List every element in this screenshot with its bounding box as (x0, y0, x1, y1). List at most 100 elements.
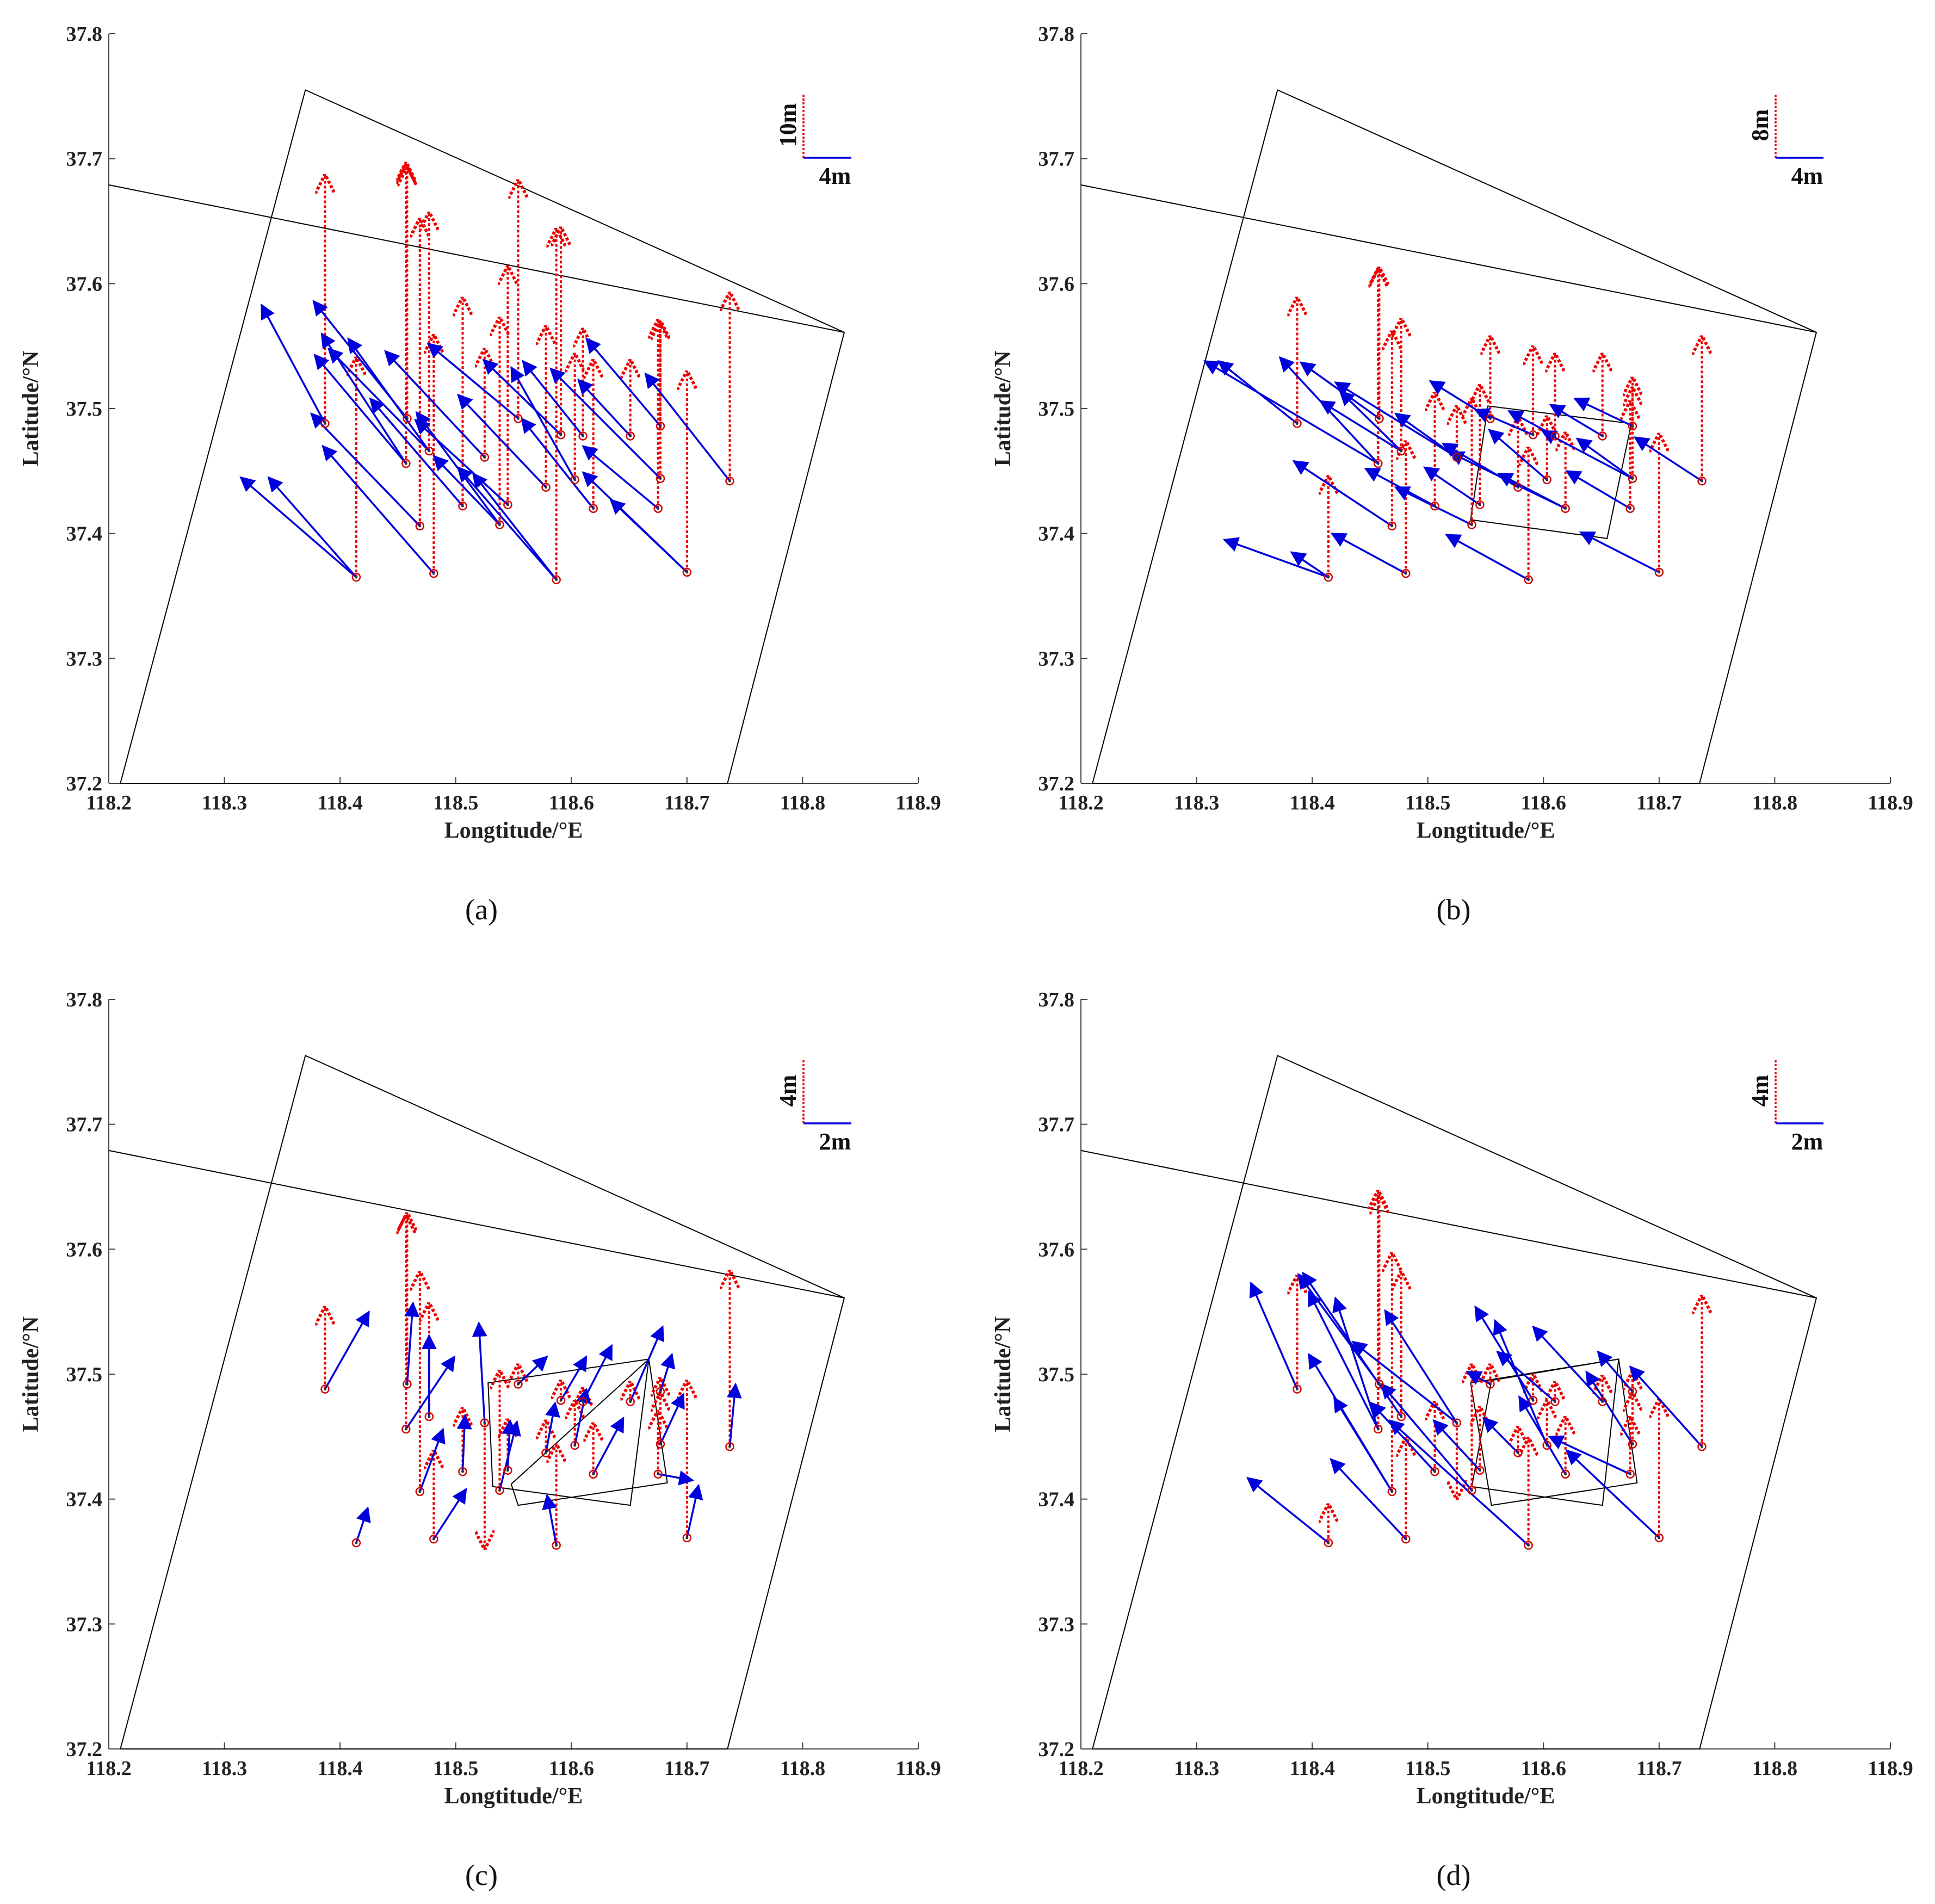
x-tick-label: 118.2 (1058, 792, 1103, 814)
panel-caption: (d) (1437, 1859, 1471, 1891)
station-dot (1631, 1390, 1634, 1393)
station-marker (626, 431, 635, 441)
station-dot (659, 1390, 662, 1393)
y-tick-label: 37.4 (66, 523, 103, 546)
station-dot (1455, 456, 1458, 459)
fault-plane-outline (1470, 405, 1633, 539)
horizontal-displacement-arrow (405, 1355, 456, 1430)
station-dot (1489, 417, 1492, 420)
horizontal-displacement-arrow (658, 1470, 695, 1486)
y-axis-title: Latitude/°N (18, 1316, 44, 1432)
station-dot (428, 449, 431, 453)
horizontal-displacement-arrow (1302, 1271, 1402, 1418)
station-dot (1433, 504, 1436, 508)
x-tick-label: 118.4 (317, 792, 362, 814)
station-dot (1470, 1489, 1473, 1492)
station-dot (1554, 1400, 1557, 1404)
station-marker (1628, 1439, 1637, 1449)
horizontal-displacement-arrow (686, 1483, 703, 1538)
station-marker (1524, 1541, 1533, 1550)
station-marker (1628, 1387, 1637, 1396)
horizontal-displacement-arrow (414, 418, 509, 506)
station-dot (555, 1544, 558, 1547)
station-marker (401, 1424, 411, 1434)
station-marker (656, 1387, 665, 1396)
station-dot (1631, 477, 1634, 480)
horizontal-displacement-arrow (1290, 551, 1329, 578)
horizontal-displacement-arrow (585, 337, 662, 427)
station-marker (1550, 1397, 1560, 1406)
y-tick-label: 37.2 (66, 772, 103, 795)
station-dot (592, 507, 595, 510)
station-dot (1564, 1473, 1567, 1476)
y-axis-title: Latitude/°N (18, 351, 44, 467)
station-dot (506, 1469, 509, 1472)
horizontal-displacement-arrow (472, 472, 558, 580)
station-marker (1293, 1384, 1302, 1394)
station-marker (1324, 572, 1333, 582)
station-dot (1701, 479, 1704, 483)
station-dot (1478, 1469, 1481, 1472)
boundary-line (1080, 184, 1817, 333)
station-marker (1542, 475, 1551, 485)
horizontal-displacement-arrow (1448, 451, 1566, 510)
station-marker (556, 1395, 566, 1405)
x-tick-label: 118.3 (1174, 1757, 1219, 1780)
station-marker (1697, 476, 1707, 486)
y-axis-title: Latitude/°N (991, 1316, 1016, 1432)
footprint-outline (119, 1054, 845, 1750)
footprint-outline (1091, 1054, 1817, 1750)
station-dot (428, 1415, 431, 1418)
station-marker (656, 421, 665, 431)
station-dot (659, 1443, 662, 1446)
station-dot (1564, 507, 1567, 510)
horizontal-displacement-arrow (355, 1506, 371, 1543)
station-dot (1390, 1490, 1394, 1493)
station-marker (626, 1397, 635, 1406)
y-tick-label: 37.6 (1038, 273, 1075, 295)
x-tick-label: 118.9 (1868, 792, 1913, 814)
horizontal-displacement-arrow (545, 1401, 560, 1454)
station-marker (514, 414, 523, 423)
horizontal-displacement-arrow (1299, 361, 1380, 419)
station-dot (1376, 462, 1380, 465)
panel-caption: (c) (465, 1859, 498, 1891)
station-marker (578, 431, 588, 441)
station-marker (1401, 1534, 1411, 1544)
x-tick-label: 118.7 (1636, 792, 1681, 814)
horizontal-displacement-arrow (457, 393, 547, 488)
horizontal-displacement-arrow (502, 1419, 517, 1470)
horizontal-displacement-arrow (1370, 1401, 1436, 1473)
y-tick-label: 37.5 (1038, 1363, 1075, 1386)
station-dot (461, 1470, 464, 1473)
horizontal-displacement-arrow (1532, 1325, 1603, 1402)
station-dot (506, 503, 509, 506)
station-marker (401, 459, 411, 468)
station-dot (1470, 523, 1473, 527)
station-dot (657, 1473, 660, 1476)
station-marker (495, 1486, 504, 1495)
station-marker (656, 474, 665, 483)
station-marker (1561, 1469, 1570, 1479)
station-dot (1404, 572, 1407, 575)
station-dot (1433, 1470, 1436, 1473)
station-marker (1387, 1487, 1397, 1497)
horizontal-displacement-arrow (313, 354, 407, 465)
y-tick-label: 37.7 (66, 148, 103, 171)
horizontal-displacement-arrow (322, 444, 435, 574)
station-dot (559, 433, 562, 436)
station-dot (592, 1473, 595, 1476)
station-dot (657, 507, 660, 510)
boundary-line (108, 184, 845, 333)
horizontal-displacement-arrow (1380, 1383, 1473, 1491)
station-marker (424, 446, 434, 456)
horizontal-displacement-arrow (1541, 430, 1633, 480)
station-marker (1524, 575, 1533, 584)
horizontal-displacement-arrow (521, 417, 595, 509)
station-marker (589, 504, 598, 513)
boundary-line (108, 1149, 845, 1299)
station-dot (1489, 1382, 1492, 1386)
station-dot (1601, 435, 1604, 438)
x-tick-label: 118.9 (895, 1757, 941, 1780)
station-dot (324, 422, 327, 425)
